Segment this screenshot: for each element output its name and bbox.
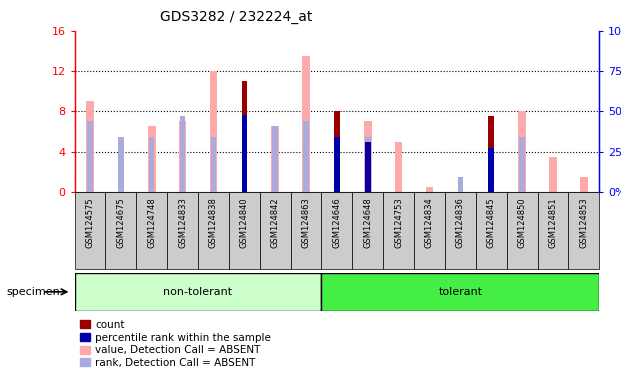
Bar xyxy=(136,192,167,269)
Bar xyxy=(568,192,599,269)
Bar xyxy=(476,192,507,269)
Bar xyxy=(519,137,525,192)
Bar xyxy=(167,192,198,269)
Text: GSM124850: GSM124850 xyxy=(517,197,527,248)
Text: GSM124863: GSM124863 xyxy=(302,197,310,248)
Bar xyxy=(364,121,371,192)
Bar xyxy=(425,187,433,192)
Text: GSM124834: GSM124834 xyxy=(425,197,434,248)
Bar xyxy=(489,149,494,192)
Bar xyxy=(538,192,568,269)
Bar xyxy=(489,116,494,192)
Bar xyxy=(549,157,557,192)
Bar xyxy=(334,111,340,192)
Bar xyxy=(334,137,340,192)
Bar xyxy=(352,192,383,269)
Text: GSM124836: GSM124836 xyxy=(456,197,465,248)
Bar xyxy=(106,192,136,269)
Text: non-tolerant: non-tolerant xyxy=(163,287,232,297)
Text: GSM124748: GSM124748 xyxy=(147,197,156,248)
Bar xyxy=(260,192,291,269)
Bar xyxy=(273,126,278,192)
Bar xyxy=(198,192,229,269)
Bar xyxy=(86,101,94,192)
Bar xyxy=(148,126,155,192)
Text: GSM124840: GSM124840 xyxy=(240,197,249,248)
Bar xyxy=(118,137,124,192)
Text: GSM124851: GSM124851 xyxy=(548,197,558,248)
Bar xyxy=(383,192,414,269)
Text: GSM124838: GSM124838 xyxy=(209,197,218,248)
Bar xyxy=(445,192,476,269)
Bar xyxy=(365,137,371,192)
Bar xyxy=(209,71,217,192)
Bar xyxy=(75,273,322,311)
Text: GSM124845: GSM124845 xyxy=(487,197,496,248)
Bar xyxy=(302,56,310,192)
Legend: count, percentile rank within the sample, value, Detection Call = ABSENT, rank, : count, percentile rank within the sample… xyxy=(79,320,271,368)
Bar xyxy=(179,116,185,192)
Bar xyxy=(365,142,371,192)
Bar xyxy=(75,192,106,269)
Bar xyxy=(303,121,309,192)
Bar xyxy=(519,111,526,192)
Text: GSM124648: GSM124648 xyxy=(363,197,372,248)
Bar xyxy=(291,192,322,269)
Text: GSM124753: GSM124753 xyxy=(394,197,403,248)
Bar xyxy=(395,142,402,192)
Bar xyxy=(149,137,155,192)
Bar xyxy=(458,177,463,192)
Bar xyxy=(271,126,279,192)
Text: GSM124842: GSM124842 xyxy=(271,197,279,248)
Text: GSM124833: GSM124833 xyxy=(178,197,187,248)
Bar xyxy=(87,121,93,192)
Bar xyxy=(211,137,216,192)
Bar xyxy=(322,273,599,311)
Bar xyxy=(179,121,186,192)
Bar xyxy=(229,192,260,269)
Bar xyxy=(507,192,538,269)
Bar xyxy=(414,192,445,269)
Bar xyxy=(242,81,247,192)
Text: GDS3282 / 232224_at: GDS3282 / 232224_at xyxy=(160,10,312,23)
Bar xyxy=(322,192,352,269)
Text: GSM124575: GSM124575 xyxy=(86,197,94,248)
Text: GSM124853: GSM124853 xyxy=(579,197,588,248)
Text: specimen: specimen xyxy=(6,287,60,297)
Text: GSM124646: GSM124646 xyxy=(332,197,342,248)
Bar xyxy=(580,177,587,192)
Bar xyxy=(242,114,247,192)
Text: GSM124675: GSM124675 xyxy=(116,197,125,248)
Text: tolerant: tolerant xyxy=(438,287,483,297)
